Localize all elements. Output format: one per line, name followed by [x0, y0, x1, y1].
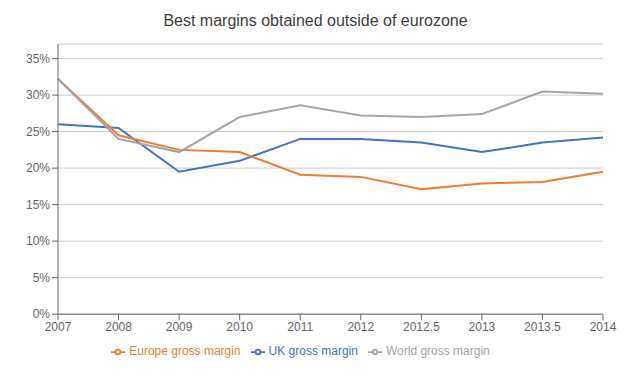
svg-text:2009: 2009: [166, 320, 193, 334]
svg-text:2010: 2010: [226, 320, 253, 334]
svg-text:25%: 25%: [26, 125, 50, 139]
svg-text:2008: 2008: [105, 320, 132, 334]
html-text:Best margins obtained outside: Best margins obtained outside of eurozon…: [163, 12, 468, 29]
svg-text:10%: 10%: [26, 234, 50, 248]
svg-text:2014: 2014: [590, 320, 617, 334]
svg-text:5%: 5%: [33, 271, 51, 285]
svg-text:0%: 0%: [33, 307, 51, 321]
svg-text:30%: 30%: [26, 88, 50, 102]
svg-text:2012: 2012: [347, 320, 374, 334]
svg-text:2011: 2011: [287, 320, 313, 334]
svg-text:2007: 2007: [45, 320, 72, 334]
svg-text:15%: 15%: [26, 198, 50, 212]
svg-text:2013.5: 2013.5: [524, 320, 561, 334]
svg-text:2012.5: 2012.5: [403, 320, 440, 334]
html-text:UK gross margin: UK gross margin: [268, 344, 358, 359]
svg-text:2013: 2013: [469, 320, 496, 334]
html-text:World gross margin: World gross margin: [386, 344, 490, 359]
html-text:Europe gross margin: Europe gross margin: [129, 344, 241, 359]
svg-text:20%: 20%: [26, 161, 50, 175]
svg-text:35%: 35%: [26, 52, 50, 66]
